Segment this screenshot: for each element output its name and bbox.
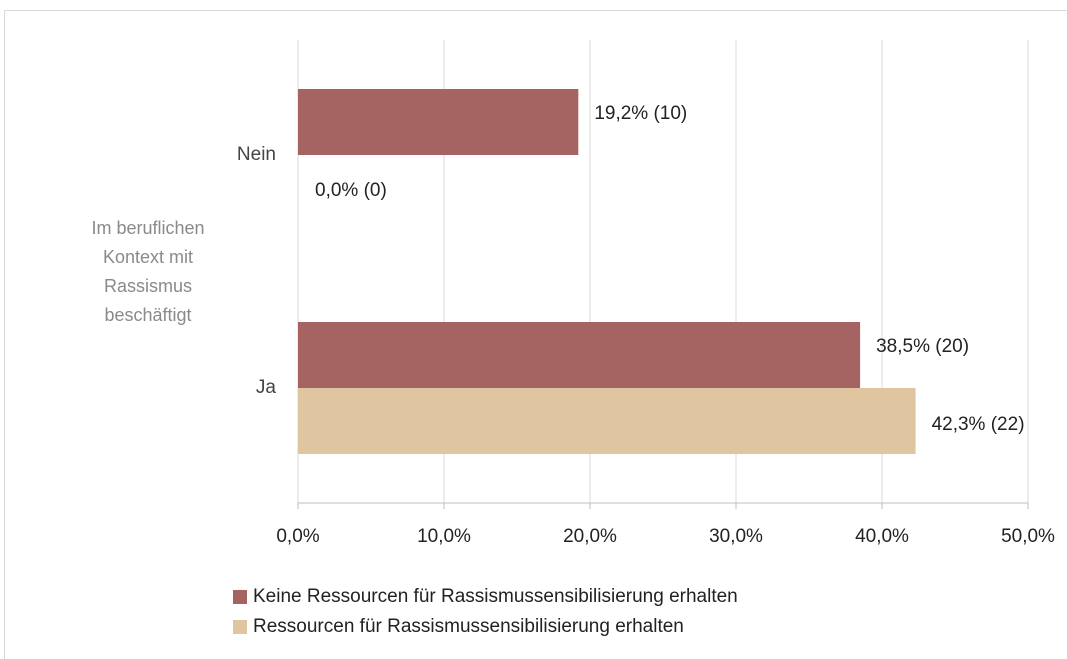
x-tick-label: 40,0% xyxy=(855,526,909,547)
x-tick-label: 20,0% xyxy=(563,526,617,547)
value-label: 0,0% (0) xyxy=(315,180,387,201)
value-label: 42,3% (22) xyxy=(932,414,1025,435)
x-tick-label: 50,0% xyxy=(1001,526,1055,547)
x-tick-label: 0,0% xyxy=(276,526,319,547)
chart-border xyxy=(4,10,1067,659)
legend-label: Ressourcen für Rassismussensibilisierung… xyxy=(253,616,684,637)
bar xyxy=(298,388,916,454)
y-tick-label: Nein xyxy=(237,144,276,165)
value-label: 38,5% (20) xyxy=(876,336,969,357)
value-label: 19,2% (10) xyxy=(594,103,687,124)
y-tick-label: Ja xyxy=(256,377,277,398)
bar xyxy=(298,89,579,155)
legend-label: Keine Ressourcen für Rassismussensibilis… xyxy=(253,586,738,607)
x-tick-label: 10,0% xyxy=(417,526,471,547)
y-axis-label: Im beruflichen Kontext mit Rassismus bes… xyxy=(91,218,205,325)
x-tick-label: 30,0% xyxy=(709,526,763,547)
legend-swatch xyxy=(233,620,247,634)
bar xyxy=(298,322,861,388)
legend-swatch xyxy=(233,590,247,604)
